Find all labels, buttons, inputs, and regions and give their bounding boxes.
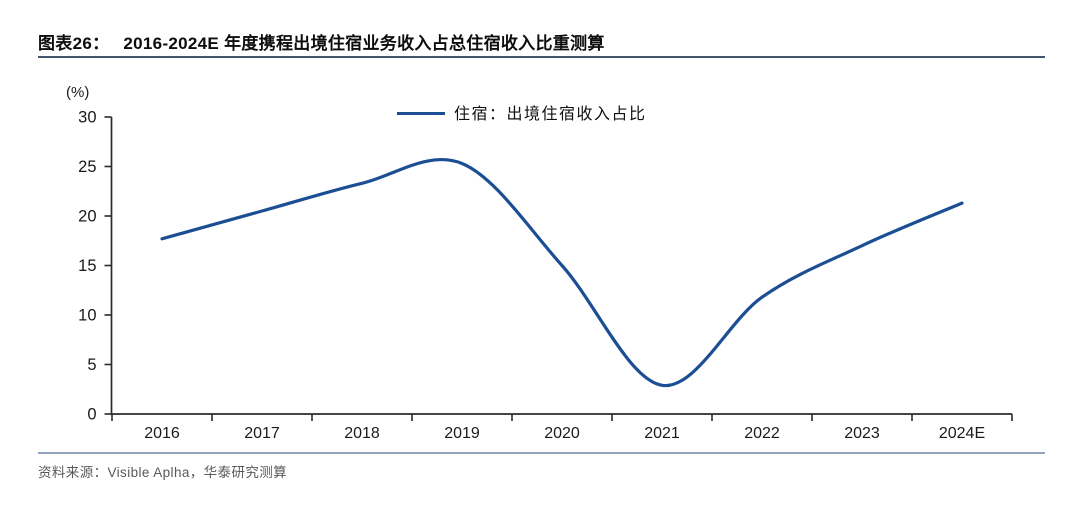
legend-line-swatch (397, 111, 445, 115)
series-line (160, 157, 964, 387)
x-tick-label: 2024E (939, 425, 985, 442)
x-tick-label: 2016 (144, 425, 180, 442)
x-tick-label: 2018 (344, 425, 380, 442)
y-tick-label: 20 (78, 208, 96, 226)
x-tick-label: 2020 (544, 425, 580, 442)
legend-series-label: 住宿：出境住宿收入占比 (454, 106, 647, 123)
x-tick-label: 2022 (744, 425, 780, 442)
x-tick-label: 2019 (444, 425, 480, 442)
y-tick-label: 15 (78, 257, 96, 275)
chart-legend: 住宿：出境住宿收入占比 (397, 100, 647, 124)
figure-title-row: 图表26： 2016-2024E 年度携程出境住宿业务收入占总住宿收入比重测算 (38, 29, 1045, 54)
x-tick-label: 2023 (844, 425, 880, 442)
source-divider (38, 452, 1045, 454)
y-axis-unit-label: (%) (66, 84, 90, 101)
title-divider (38, 56, 1045, 58)
figure-title: 2016-2024E 年度携程出境住宿业务收入占总住宿收入比重测算 (123, 34, 605, 53)
y-tick-label: 0 (87, 406, 96, 424)
y-tick-label: 10 (78, 307, 96, 325)
figure-label: 图表26： (38, 34, 110, 53)
source-note: 资料来源：Visible Aplha，华泰研究测算 (38, 465, 288, 480)
y-tick-label: 5 (87, 356, 96, 374)
x-tick-label: 2021 (644, 425, 680, 442)
y-tick-label: 30 (78, 109, 96, 127)
y-tick-label: 25 (78, 158, 96, 176)
x-tick-label: 2017 (244, 425, 280, 442)
